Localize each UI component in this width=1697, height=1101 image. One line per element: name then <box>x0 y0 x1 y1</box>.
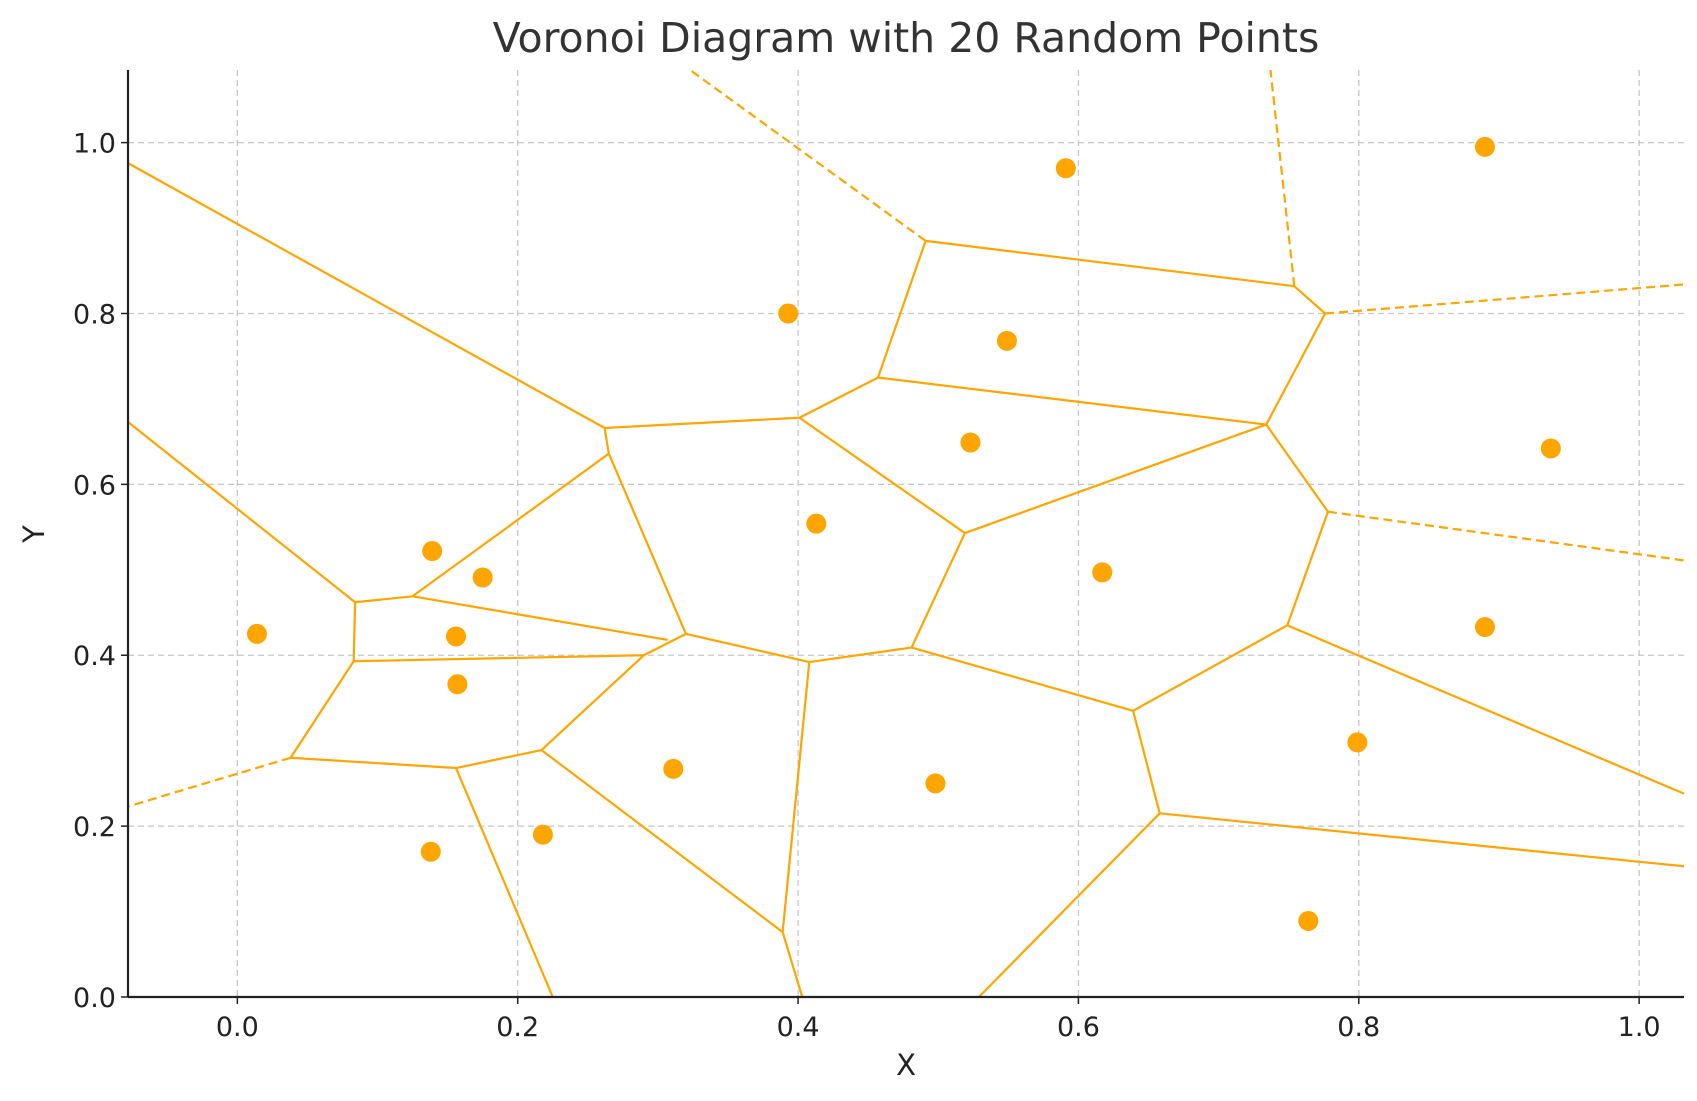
x-tick-label: 0.8 <box>1337 1012 1380 1043</box>
data-point <box>778 303 799 324</box>
data-point <box>1347 732 1368 753</box>
x-axis-label: X <box>896 1048 916 1082</box>
data-point <box>925 773 946 794</box>
voronoi-edge <box>643 632 687 657</box>
voronoi-edge <box>604 416 800 430</box>
x-tick-label: 0.6 <box>1057 1012 1100 1043</box>
data-point <box>1474 136 1495 157</box>
x-tick-label: 1.0 <box>1618 1012 1661 1043</box>
x-axis-ticks: 0.0 0.2 0.4 0.6 0.8 1.0 <box>216 997 1661 1043</box>
voronoi-edge <box>1286 511 1329 626</box>
voronoi-points <box>246 136 1561 931</box>
voronoi-edge <box>1132 624 1288 712</box>
voronoi-edge <box>1265 423 1329 513</box>
voronoi-open-edge <box>689 69 927 242</box>
data-point <box>1055 158 1076 179</box>
data-point <box>1298 910 1319 931</box>
grid <box>128 70 1684 998</box>
axes <box>126 70 1684 999</box>
voronoi-edge <box>352 602 357 662</box>
voronoi-edge <box>540 749 784 933</box>
y-tick-label: 0.0 <box>73 983 116 1014</box>
data-point <box>472 567 493 588</box>
voronoi-edge <box>127 421 356 604</box>
voronoi-edge <box>607 453 687 635</box>
voronoi-open-edge <box>1327 510 1685 562</box>
data-point <box>1540 438 1561 459</box>
y-tick-label: 0.2 <box>73 812 116 843</box>
voronoi-edge <box>1159 812 1685 868</box>
voronoi-edge <box>1132 710 1161 814</box>
data-point <box>446 626 467 647</box>
voronoi-edge <box>798 416 966 534</box>
voronoi-edge <box>411 452 610 598</box>
data-point <box>1474 617 1495 638</box>
voronoi-edge <box>809 646 912 664</box>
voronoi-edge <box>603 427 610 454</box>
voronoi-edge <box>127 162 606 429</box>
voronoi-edge <box>1293 285 1326 315</box>
voronoi-edges <box>127 69 1685 998</box>
data-point <box>422 541 443 562</box>
voronoi-edge <box>798 376 879 419</box>
voronoi-edge <box>540 654 645 751</box>
chart-title: Voronoi Diagram with 20 Random Points <box>493 14 1320 62</box>
y-axis-label: Y <box>17 525 51 544</box>
data-point <box>420 841 441 862</box>
y-tick-label: 0.4 <box>73 641 116 672</box>
data-point <box>960 432 981 453</box>
data-point <box>663 758 684 779</box>
voronoi-edge <box>910 532 966 649</box>
voronoi-edge <box>289 660 355 759</box>
y-tick-label: 0.6 <box>73 470 116 501</box>
voronoi-edge <box>455 749 542 770</box>
y-tick-label: 1.0 <box>73 129 116 160</box>
voronoi-open-edge <box>127 756 291 808</box>
voronoi-edge <box>455 767 554 998</box>
voronoi-edge <box>781 661 811 933</box>
voronoi-edge <box>353 654 644 663</box>
voronoi-open-edge <box>1325 283 1685 315</box>
voronoi-edge <box>978 812 1161 998</box>
data-point <box>447 674 468 695</box>
voronoi-edge <box>911 646 1134 712</box>
voronoi-open-edge <box>1269 69 1296 287</box>
voronoi-edge <box>1286 624 1685 795</box>
y-axis-ticks: 0.0 0.2 0.4 0.6 0.8 1.0 <box>73 129 128 1014</box>
voronoi-edge <box>1265 312 1327 426</box>
data-point <box>996 330 1017 351</box>
x-tick-label: 0.2 <box>496 1012 539 1043</box>
data-point <box>1092 562 1113 583</box>
voronoi-edge <box>290 756 457 770</box>
voronoi-edge <box>412 595 668 641</box>
data-point <box>806 513 827 534</box>
data-point <box>532 824 553 845</box>
y-tick-label: 0.8 <box>73 299 116 330</box>
voronoi-edge <box>685 632 810 664</box>
voronoi-edge <box>964 423 1267 535</box>
voronoi-edge <box>877 376 1267 426</box>
voronoi-edge <box>354 595 413 604</box>
data-point <box>246 623 267 644</box>
x-tick-label: 0.0 <box>216 1012 259 1043</box>
voronoi-edge <box>925 239 1295 288</box>
x-tick-label: 0.4 <box>777 1012 820 1043</box>
voronoi-edge <box>781 931 804 998</box>
voronoi-edge <box>876 240 927 378</box>
